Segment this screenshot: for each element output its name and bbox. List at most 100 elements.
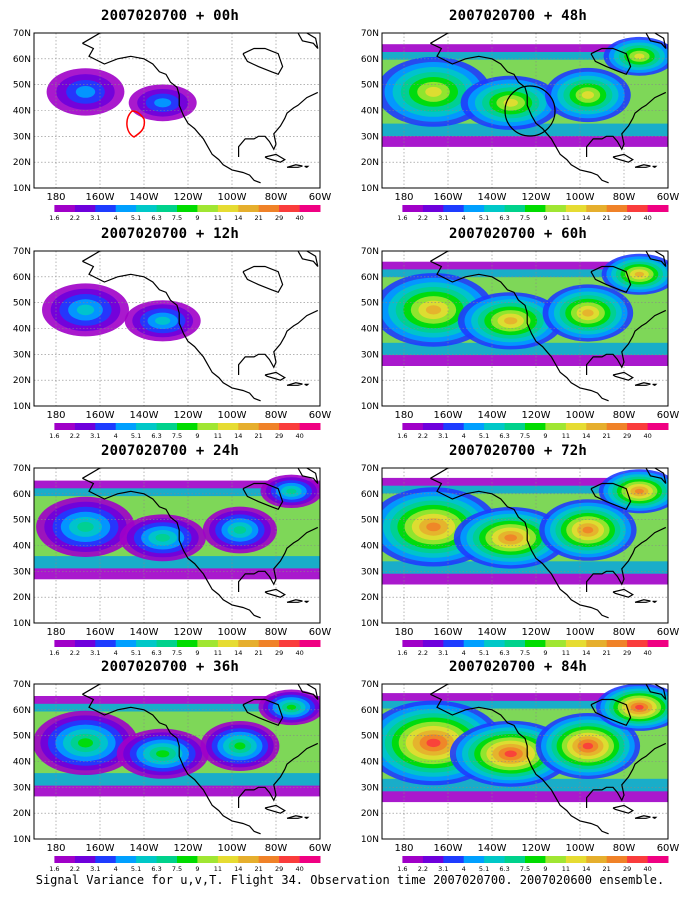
lon-tick-label: 80W [265, 843, 288, 854]
variance-field [382, 684, 668, 803]
lon-tick-label: 100W [218, 627, 247, 638]
lon-tick-label: 100W [218, 843, 247, 854]
colorbar-swatch [299, 205, 321, 212]
variance-contour [581, 91, 594, 99]
colorbar-swatch [115, 856, 137, 863]
colorbar-swatch [299, 856, 321, 863]
lat-tick-label: 30N [13, 132, 31, 142]
colorbar-label: 7.5 [520, 649, 530, 657]
colorbar-label: 14 [234, 649, 242, 657]
colorbar-swatch [34, 856, 55, 863]
colorbar-label: 21 [255, 649, 263, 657]
lon-tick-label: 160W [86, 627, 115, 638]
colorbar-label: 21 [603, 865, 611, 873]
lon-tick-label: 160W [434, 410, 463, 421]
colorbar-swatch [443, 856, 465, 863]
forecast-panel-12h: 2007020700 + 12h 70N 60N 50N 40N 30N 20N 10N 180… [0, 226, 340, 444]
colorbar-label: 9 [195, 432, 199, 440]
lon-tick-label: 100W [566, 410, 595, 421]
colorbar-label: 7.5 [520, 865, 530, 873]
lat-tick-label: 60N [13, 273, 31, 283]
variance-contour [582, 309, 594, 317]
colorbar-label: 29 [275, 432, 283, 440]
lat-tick-label: 40N [13, 325, 31, 335]
colorbar-swatch [525, 640, 546, 647]
variance-contour [425, 305, 442, 315]
coastline [430, 33, 667, 184]
colorbar-swatch [258, 856, 280, 863]
colorbar-swatch [565, 856, 587, 863]
lat-tick-label: 10N [361, 835, 379, 845]
panel-title: 2007020700 + 48h [448, 8, 588, 24]
map-svg: 70N 60N 50N 40N 30N 20N 10N 180 160W 140W 120W 100W… [361, 680, 680, 873]
map-svg: 70N 60N 50N 40N 30N 20N 10N 180 160W 140W 120W 100W… [361, 29, 680, 222]
colorbar-swatch [565, 423, 587, 430]
lat-tick-label: 10N [361, 402, 379, 412]
colorbar-label: 11 [562, 214, 570, 222]
lat-tick-label: 70N [13, 464, 31, 474]
map-area [381, 32, 669, 189]
colorbar-label: 14 [234, 432, 242, 440]
variance-field [382, 36, 668, 147]
map-frame [33, 467, 321, 624]
colorbar-swatch [422, 856, 444, 863]
colorbar-swatch [156, 856, 178, 863]
coastline [82, 468, 319, 619]
coastline [430, 468, 667, 619]
lat-tick-label: 30N [13, 350, 31, 360]
lat-tick-label: 50N [361, 732, 379, 742]
variance-field [34, 689, 320, 797]
colorbar-swatch [463, 640, 485, 647]
colorbar-label: 6.3 [499, 432, 509, 440]
colorbar-swatch [627, 205, 648, 212]
colorbar-label: 9 [195, 214, 199, 222]
lat-tick-label: 10N [13, 402, 31, 412]
variance-contour [425, 86, 442, 97]
colorbar-label: 1.6 [397, 865, 407, 873]
colorbar-label: 29 [275, 649, 283, 657]
lat-tick-label: 50N [361, 81, 379, 91]
colorbar-label: 6.3 [151, 432, 161, 440]
colorbar-swatch [136, 856, 157, 863]
lon-tick-label: 60W [657, 627, 680, 638]
lon-tick-label: 60W [657, 410, 680, 421]
variance-contour [426, 738, 441, 748]
colorbar-label: 14 [582, 214, 590, 222]
lon-tick-label: 80W [613, 192, 636, 203]
lat-tick-label: 70N [361, 29, 379, 39]
panel-title: 2007020700 + 84h [448, 659, 588, 675]
lon-tick-label: 100W [566, 843, 595, 854]
map-area [33, 32, 321, 189]
colorbar-swatch [382, 205, 403, 212]
colorbar-label: 3.1 [438, 432, 448, 440]
colorbar-label: 40 [295, 865, 303, 873]
colorbar-swatch [299, 423, 321, 430]
panel-title: 2007020700 + 00h [100, 8, 240, 24]
colorbar-label: 4 [462, 865, 466, 873]
variance-contour [155, 316, 171, 325]
lon-tick-label: 140W [130, 410, 159, 421]
colorbar-label: 11 [214, 649, 222, 657]
variance-field [42, 283, 201, 342]
variance-contour [154, 98, 172, 108]
lon-tick-label: 140W [478, 192, 507, 203]
colorbar-swatch [484, 856, 505, 863]
colorbar-label: 5.1 [131, 865, 141, 873]
map-svg: 70N 60N 50N 40N 30N 20N 10N 180 160W 140W 120W 100W… [13, 247, 332, 440]
map-frame [381, 683, 669, 840]
lon-tick-label: 120W [522, 410, 551, 421]
colorbar-label: 14 [582, 649, 590, 657]
coastline [82, 684, 319, 835]
colorbar-swatch [422, 640, 444, 647]
colorbar-swatch [586, 205, 608, 212]
map-frame [381, 250, 669, 407]
lon-tick-label: 160W [86, 843, 115, 854]
colorbar-swatch [402, 205, 424, 212]
colorbar-swatch [95, 640, 117, 647]
map-area [33, 683, 321, 840]
colorbar-swatch [484, 205, 505, 212]
colorbar-swatch [586, 640, 608, 647]
variance-contour [635, 704, 644, 710]
lat-tick-label: 10N [361, 184, 379, 194]
colorbar-swatch [177, 205, 198, 212]
